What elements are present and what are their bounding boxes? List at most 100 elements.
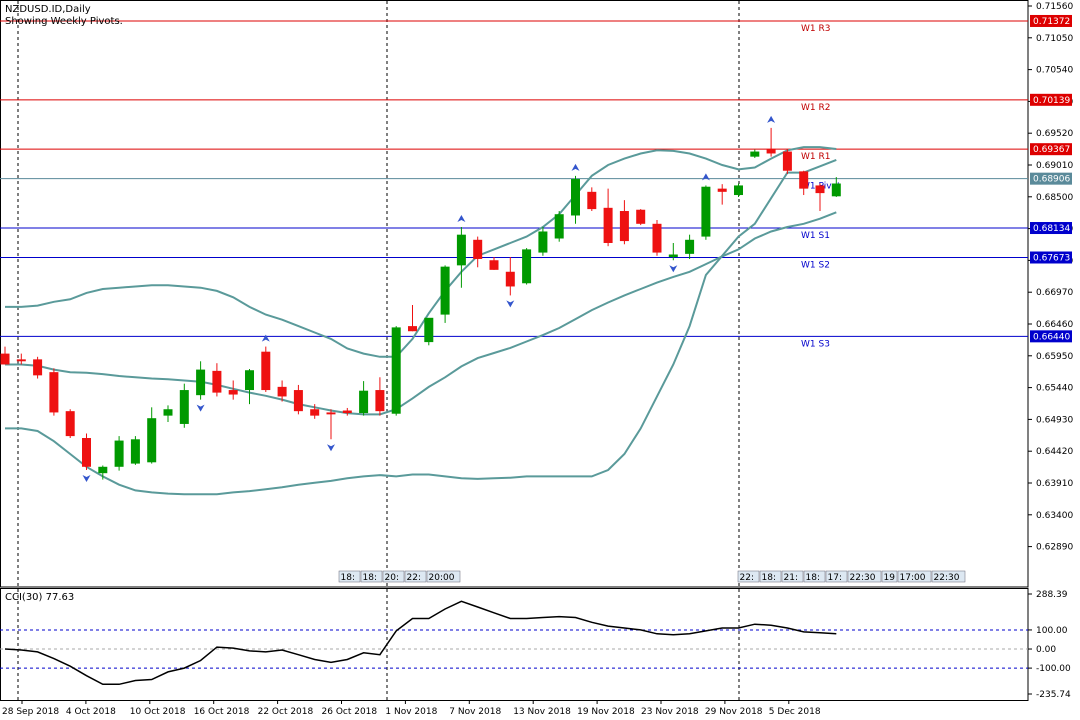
candle-bull [114,440,124,467]
candle-bull [179,390,189,424]
price-axis-label: 0.63400 [1036,511,1073,521]
candle-bear [342,410,352,414]
fractal-down-arrow [196,404,205,412]
fractal-up-arrow [701,173,710,181]
session-label-box [759,570,782,583]
candle-bear [587,191,597,210]
price-tag-value: 0.67673 [1033,253,1070,263]
session-label-box [897,570,932,583]
candle-bull [391,327,401,414]
pivot-level-label: W1 R2 [801,103,830,113]
chart-subtitle: Showing Weekly Pivots. [5,16,123,27]
candle-bull [571,179,580,216]
time-axis-label: 26 Oct 2018 [322,707,378,717]
price-tag [1030,93,1072,106]
fractal-down-arrow [327,444,335,452]
candle-bear [212,370,222,393]
candle-bear [782,151,792,171]
price-tag-value: 0.71372 [1033,17,1070,27]
time-axis-label: 5 Dec 2018 [769,707,821,717]
fractal-up-arrow [571,163,580,171]
bollinger-band-middle [5,211,837,416]
pivot-level-label: W1 S1 [801,231,830,241]
price-axis-label: 0.69010 [1036,161,1073,171]
bollinger-band-upper [5,146,837,358]
price-panel-frame [0,0,1029,588]
session-label: 22: [407,573,421,583]
candle-bull [734,185,743,196]
candle-bear [0,353,10,365]
session-label: 19 [884,573,896,583]
candle-bull [147,418,157,463]
price-axis-label: 0.68500 [1036,193,1073,203]
price-tag-value: 0.70139 [1033,96,1070,106]
candle-bull [196,369,206,396]
price-axis-label: 0.65950 [1036,352,1073,362]
time-axis-label: 7 Nov 2018 [449,707,501,717]
session-label: 17: [828,573,842,583]
session-label-box [781,570,804,583]
candle-bear [82,438,91,467]
time-axis-label: 10 Oct 2018 [130,707,186,717]
candle-bull [163,409,173,416]
candle-bull [668,254,678,258]
candle-bear [65,411,75,437]
candle-bull [538,231,548,253]
candle-bear [505,271,515,287]
candle-bull [424,317,434,343]
candle-bull [456,234,466,266]
candle-bear [652,223,662,253]
session-label: 18: [363,573,377,583]
candle-bear [16,359,26,362]
price-tag-value: 0.68906 [1033,175,1070,185]
candle-bear [603,207,613,243]
fractal-down-arrow [506,300,515,308]
cci-axis-label: -235.74 [1036,690,1071,700]
price-tag [1030,330,1072,343]
candle-bull [522,249,532,284]
price-axis-label: 0.70540 [1036,66,1073,76]
session-label-box [404,570,427,583]
price-tag [1030,143,1072,156]
candle-bear [619,211,629,242]
bollinger-band-lower [5,158,837,496]
cci-axis-label: 288.39 [1036,590,1068,600]
candle-bear [799,171,809,189]
price-axis-label: 0.71560 [1036,2,1073,12]
price-tag-value: 0.69367 [1033,145,1070,155]
session-label-box [847,570,882,583]
fractal-up-arrow [261,334,270,342]
candle-bear [375,390,385,412]
candle-bear [293,390,303,412]
time-axis-label: 28 Sep 2018 [2,707,59,717]
price-axis-label: 0.66460 [1036,320,1073,330]
price-tag-value: 0.66440 [1033,332,1070,342]
session-label-box [825,570,848,583]
cci-axis-label: 0.00 [1036,645,1056,655]
session-label: 22:30 [934,573,960,583]
price-axis-label: 0.63910 [1036,479,1073,489]
fractal-up-arrow [457,214,466,222]
candle-bull [701,186,711,237]
session-label-box [382,570,405,583]
candle-bull [359,390,369,414]
pivot-level-label: W1 S3 [801,339,830,349]
candle-bull [245,370,254,391]
session-label: 21: [784,573,798,583]
price-axis-label: 0.71050 [1036,34,1073,44]
candle-bear [473,239,483,259]
candle-bear [261,351,271,391]
price-tag-value: 0.68134 [1033,224,1070,234]
cci-axis-label: 100.00 [1036,626,1068,636]
session-label: 18: [762,573,776,583]
candle-bear [489,260,499,270]
time-axis-label: 13 Nov 2018 [513,707,571,717]
time-axis-label: 23 Nov 2018 [641,707,699,717]
session-label-box [426,570,461,583]
cci-title: CCI(30) 77.63 [5,592,74,603]
pivot-level-label: W1 R3 [801,24,830,34]
candle-bear [766,148,776,154]
time-axis-label: 16 Oct 2018 [194,707,250,717]
candle-bull [554,214,564,239]
